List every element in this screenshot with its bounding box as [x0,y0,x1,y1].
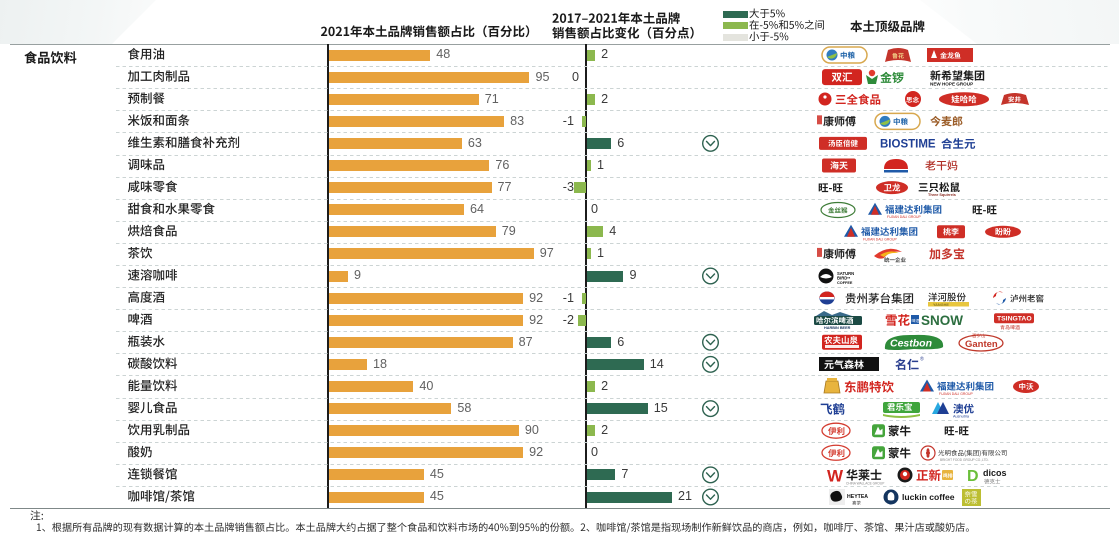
svg-text:SATURN: SATURN [837,271,854,276]
svg-text:HARBIN BEER: HARBIN BEER [824,326,851,330]
svg-text:FUJIAN DALI GROUP: FUJIAN DALI GROUP [863,237,897,241]
svg-text:FUJIAN DALI GROUP: FUJIAN DALI GROUP [887,215,921,219]
svg-text:Ganten: Ganten [965,339,998,350]
svg-text:BRIGHT FOOD GROUP CO.,LTD.: BRIGHT FOOD GROUP CO.,LTD. [940,458,989,462]
svg-text:BIOSTIME: BIOSTIME [880,138,936,150]
svg-text:Cestbon: Cestbon [890,337,932,349]
svg-text:SNOW: SNOW [921,313,963,328]
svg-text:BIRD••: BIRD•• [837,276,851,281]
svg-text:®: ® [920,355,924,362]
svg-text:D: D [967,468,979,485]
svg-text:YANGHE: YANGHE [933,303,949,307]
svg-text:HEYTEA: HEYTEA [847,494,868,500]
svg-text:Three Squirrels: Three Squirrels [928,193,956,197]
svg-text:CHINA WALLACE GROUP: CHINA WALLACE GROUP [846,481,884,485]
svg-text:TSINGTAO: TSINGTAO [997,316,1032,323]
svg-text:COFFEE: COFFEE [837,281,853,285]
svg-text:dicos: dicos [983,468,1007,478]
svg-text:NEW HOPE GROUP: NEW HOPE GROUP [930,82,973,87]
svg-text:luckin coffee: luckin coffee [902,492,955,502]
svg-text:W: W [827,466,844,485]
svg-text:Ausnutria: Ausnutria [953,415,970,419]
svg-text:FUJIAN DALI GROUP: FUJIAN DALI GROUP [939,392,973,396]
